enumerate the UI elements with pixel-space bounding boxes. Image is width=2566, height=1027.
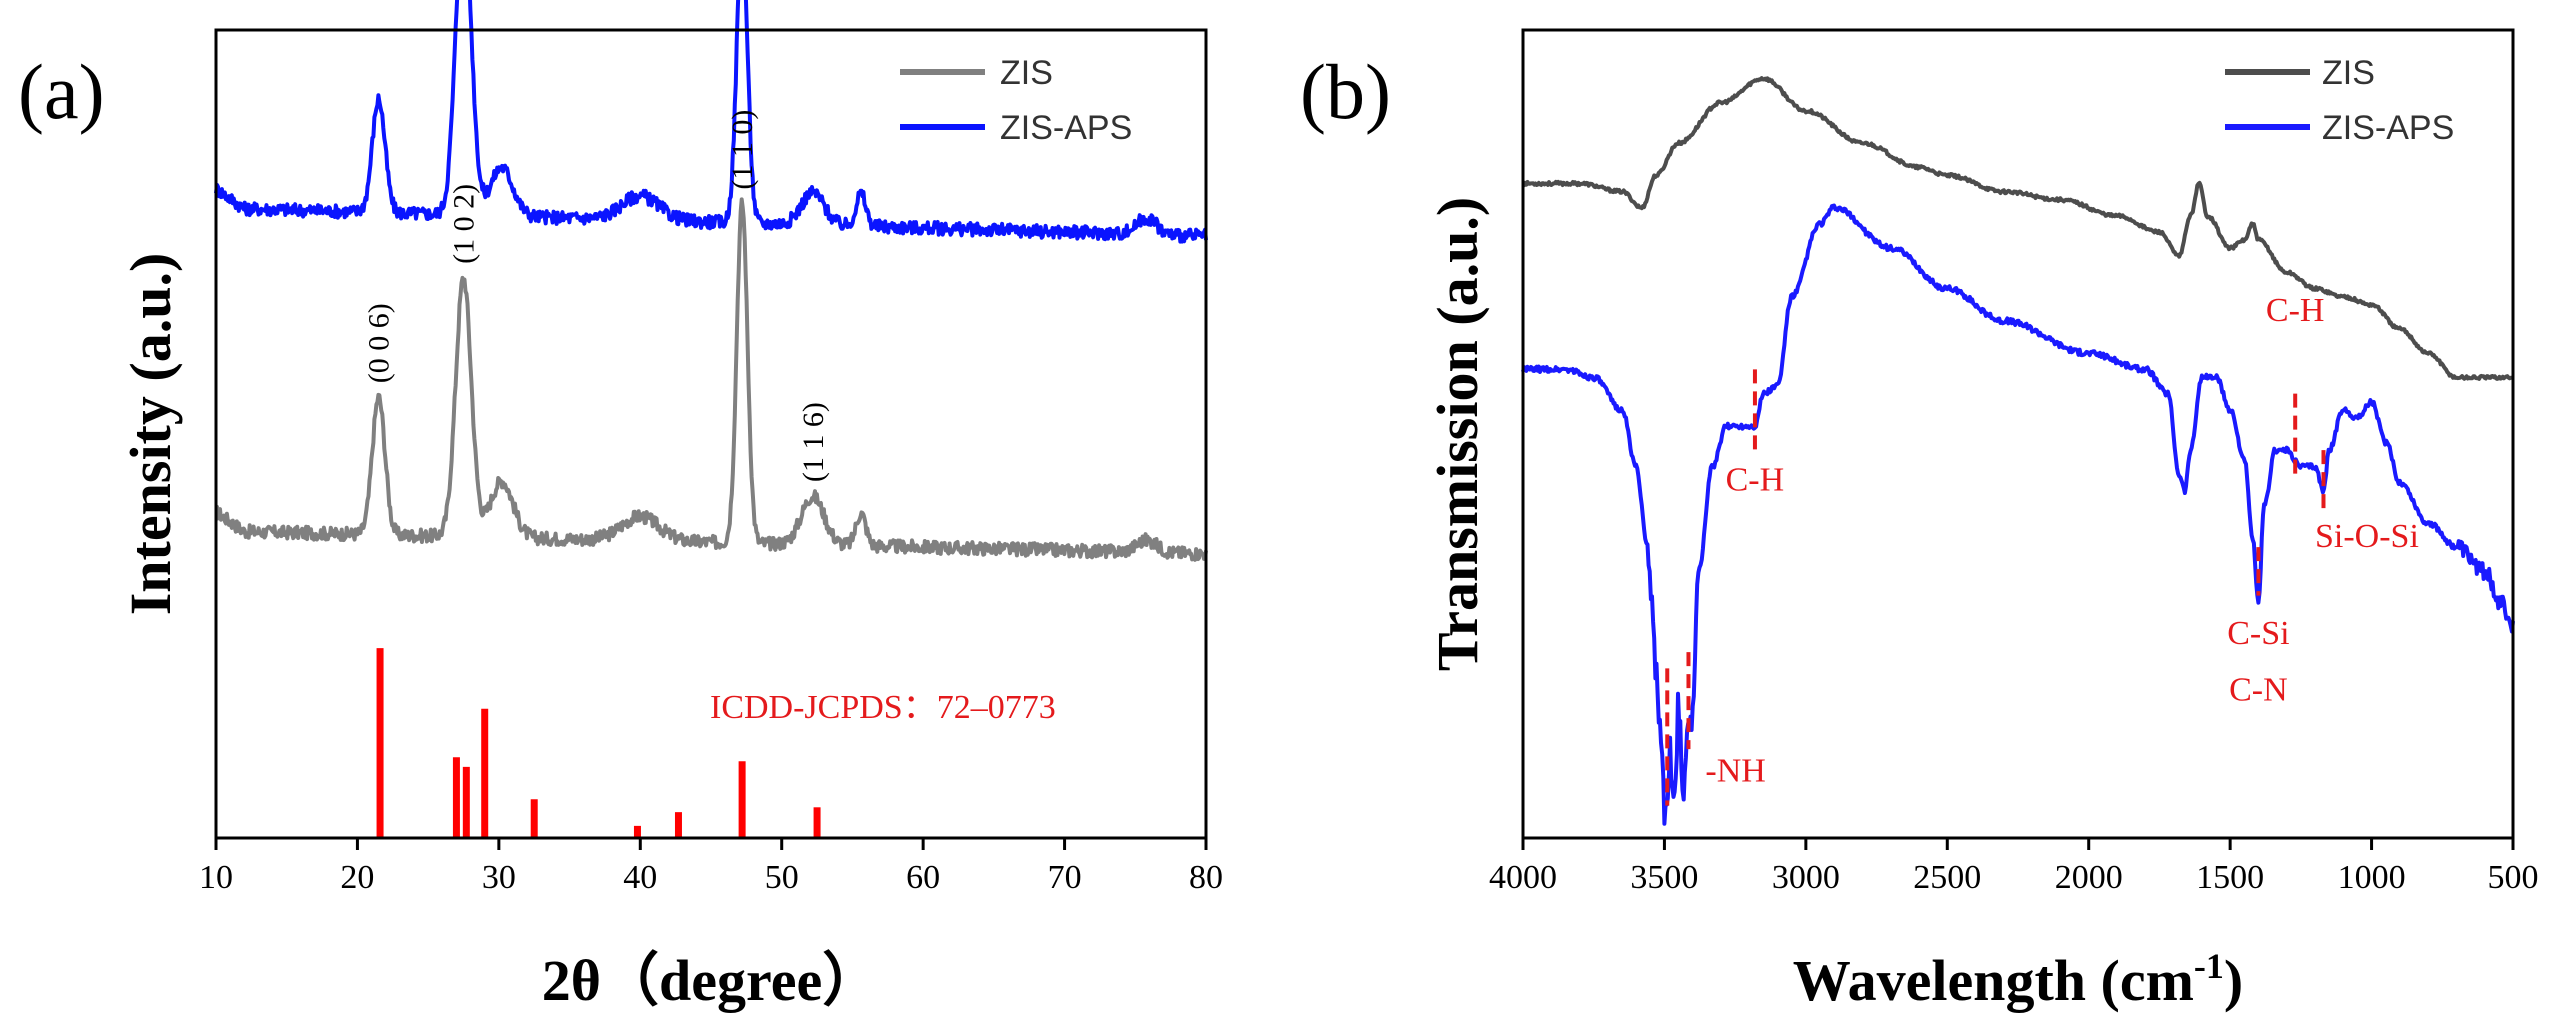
x-tick-label: 10	[199, 859, 233, 896]
x-tick-label: 1000	[2338, 859, 2406, 896]
peak-label-006: (0 0 6)	[363, 303, 396, 383]
series-line-zis-aps	[1521, 203, 2515, 826]
annotation-nh: -NH	[1705, 752, 1765, 789]
series-line-zis	[215, 197, 1208, 562]
panel-b-ftir: (b) 4000 3500 3000 2500 2000 1500 1000 500 C-H …	[1300, 28, 2539, 1013]
x-axis-title-b: Wavelength (cm-1)	[1793, 946, 2243, 1013]
annotation-ch-1: C-H	[1726, 462, 1785, 499]
x-tick-label: 40	[623, 859, 657, 896]
x-ticks-b: 4000 3500 3000 2500 2000 1500 1000 500	[1489, 838, 2539, 896]
x-axis-title-a: 2θ（degree）	[542, 948, 880, 1013]
x-tick-label: 3500	[1630, 859, 1698, 896]
x-tick-label: 500	[2488, 859, 2539, 896]
series-line-zis	[1521, 76, 2514, 381]
panel-b-label: (b)	[1300, 48, 1391, 135]
reference-sticks	[376, 648, 821, 838]
annotation-ch-2: C-H	[2266, 292, 2325, 329]
legend-label-zis: ZIS	[1000, 54, 1053, 92]
x-tick-label: 3000	[1772, 859, 1840, 896]
peak-label-102: (1 0 2)	[448, 184, 481, 264]
annotation-c-n: C-N	[2229, 672, 2288, 709]
band-markers	[1665, 369, 2326, 806]
plot-frame-b	[1521, 28, 2515, 840]
y-axis-title-a: Intensity (a.u.)	[118, 253, 183, 616]
x-ticks-a: 10 20 30 40 50 60 70 80	[199, 838, 1223, 896]
x-tick-label: 30	[482, 859, 516, 896]
reference-pattern-label: ICDD-JCPDS：72–0773	[710, 689, 1056, 726]
peak-labels: (0 0 6) (1 0 2) (1 1 0) (1 1 6)	[363, 110, 830, 482]
annotation-c-si: C-Si	[2227, 615, 2289, 652]
x-tick-label: 1500	[2196, 859, 2264, 896]
legend-label-zis-aps: ZIS-APS	[2322, 109, 2454, 147]
legend-label-zis-aps: ZIS-APS	[1000, 109, 1132, 147]
legend-a: ZIS ZIS-APS	[900, 54, 1132, 147]
xrd-series	[214, 0, 1208, 562]
legend-label-zis: ZIS	[2322, 54, 2375, 92]
legend-b: ZIS ZIS-APS	[2225, 54, 2454, 147]
x-tick-label: 70	[1048, 859, 1082, 896]
plot-frame-a	[214, 28, 1208, 840]
ftir-series	[1521, 76, 2515, 826]
x-tick-label: 2000	[2055, 859, 2123, 896]
y-axis-title-b: Transmission (a.u.)	[1425, 197, 1490, 671]
x-tick-label: 2500	[1913, 859, 1981, 896]
x-tick-label: 50	[765, 859, 799, 896]
x-tick-label: 60	[906, 859, 940, 896]
x-tick-label: 80	[1189, 859, 1223, 896]
series-line-zis-aps	[214, 0, 1208, 244]
annotation-si-o-si: Si-O-Si	[2315, 518, 2419, 555]
x-tick-label: 4000	[1489, 859, 1557, 896]
panel-a-label: (a)	[18, 48, 105, 135]
band-annotations: C-H -NH C-H Si-O-Si C-Si C-N	[1705, 292, 2419, 790]
peak-label-110: (1 1 0)	[726, 110, 759, 190]
panel-a-xrd: (a) 10 20 30 40 50 60 70 80 (0 0 6) (1 0 2) (1 …	[18, 0, 1223, 1013]
peak-label-116: (1 1 6)	[797, 402, 830, 482]
x-tick-label: 20	[340, 859, 374, 896]
